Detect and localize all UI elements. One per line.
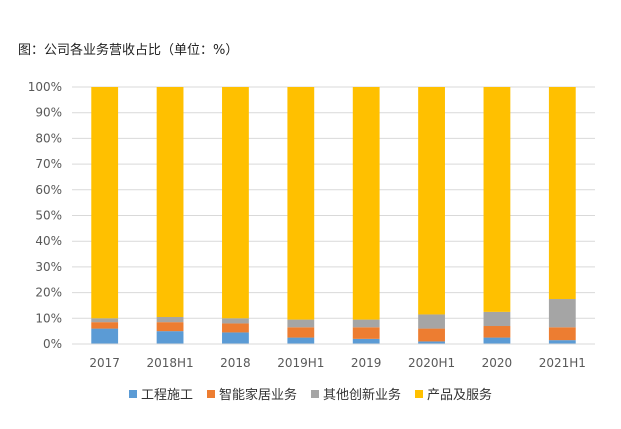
x-tick-label: 2019H1 [277, 356, 324, 370]
bar-segment [418, 341, 445, 344]
bar-segment [222, 332, 249, 344]
bar-segment [418, 314, 445, 329]
bar-segment [548, 299, 576, 328]
legend-item: 智能家居业务 [206, 384, 297, 403]
chart-legend: 工程施工 智能家居业务 其他创新业务 产品及服务 [0, 384, 621, 403]
y-tick-label: 50% [35, 209, 62, 223]
legend-label: 其他创新业务 [323, 388, 402, 403]
bar-segment [222, 87, 249, 319]
bar-segment [287, 87, 315, 320]
y-tick-label: 40% [35, 234, 62, 248]
x-tick-label: 2019 [351, 356, 382, 370]
bar-segment [483, 326, 511, 338]
y-tick-label: 30% [35, 260, 62, 274]
bar-segment [287, 327, 315, 338]
bar-segment [483, 87, 511, 312]
y-tick-label: 20% [35, 286, 62, 300]
bar-segment [287, 319, 315, 328]
bar-segment [548, 87, 576, 300]
y-tick-label: 10% [35, 311, 62, 325]
legend-swatch [311, 389, 319, 398]
bar-segment [548, 340, 576, 344]
y-tick-label: 100% [28, 80, 62, 94]
legend-label: 产品及服务 [427, 388, 493, 403]
bar-segment [222, 318, 249, 324]
bar-segment [287, 337, 315, 344]
bar-segment [483, 337, 511, 344]
x-tick-label: 2018 [220, 356, 251, 370]
bar-segment [548, 327, 576, 341]
legend-label: 智能家居业务 [218, 388, 297, 403]
bar-segment [156, 317, 184, 323]
bar-segment [352, 319, 380, 328]
y-tick-label: 70% [35, 157, 62, 171]
bar-segment [156, 331, 184, 344]
bar-segment [91, 322, 119, 329]
legend-item: 其他创新业务 [311, 384, 401, 403]
y-tick-label: 90% [35, 106, 62, 120]
chart-title: 图：公司各业务营收占比（单位：%） [18, 43, 239, 58]
bar-segment [156, 87, 184, 318]
legend-swatch [128, 389, 137, 398]
y-tick-label: 60% [35, 183, 62, 197]
legend-item: 工程施工 [128, 384, 193, 403]
bar-segment [91, 87, 119, 319]
x-tick-label: 2017 [89, 356, 120, 370]
bar-segment [352, 338, 380, 344]
legend-swatch [206, 389, 215, 398]
legend-label: 工程施工 [140, 388, 193, 403]
bar-segment [91, 328, 119, 344]
y-tick-label: 0% [43, 337, 62, 351]
legend-item: 产品及服务 [415, 384, 492, 403]
x-tick-label: 2020 [482, 356, 513, 370]
bar-segment [352, 327, 380, 339]
bar-segment [418, 328, 445, 342]
bar-segment [222, 323, 249, 333]
bar-segment [91, 318, 119, 323]
x-tick-label: 2018H1 [146, 356, 193, 370]
legend-swatch [415, 389, 424, 398]
x-tick-label: 2021H1 [539, 356, 586, 370]
y-tick-label: 80% [35, 131, 62, 145]
bar-segment [418, 87, 445, 315]
x-tick-label: 2020H1 [408, 356, 455, 370]
bar-segment [352, 87, 380, 320]
bar-segment [483, 311, 511, 327]
bar-segment [156, 322, 184, 332]
